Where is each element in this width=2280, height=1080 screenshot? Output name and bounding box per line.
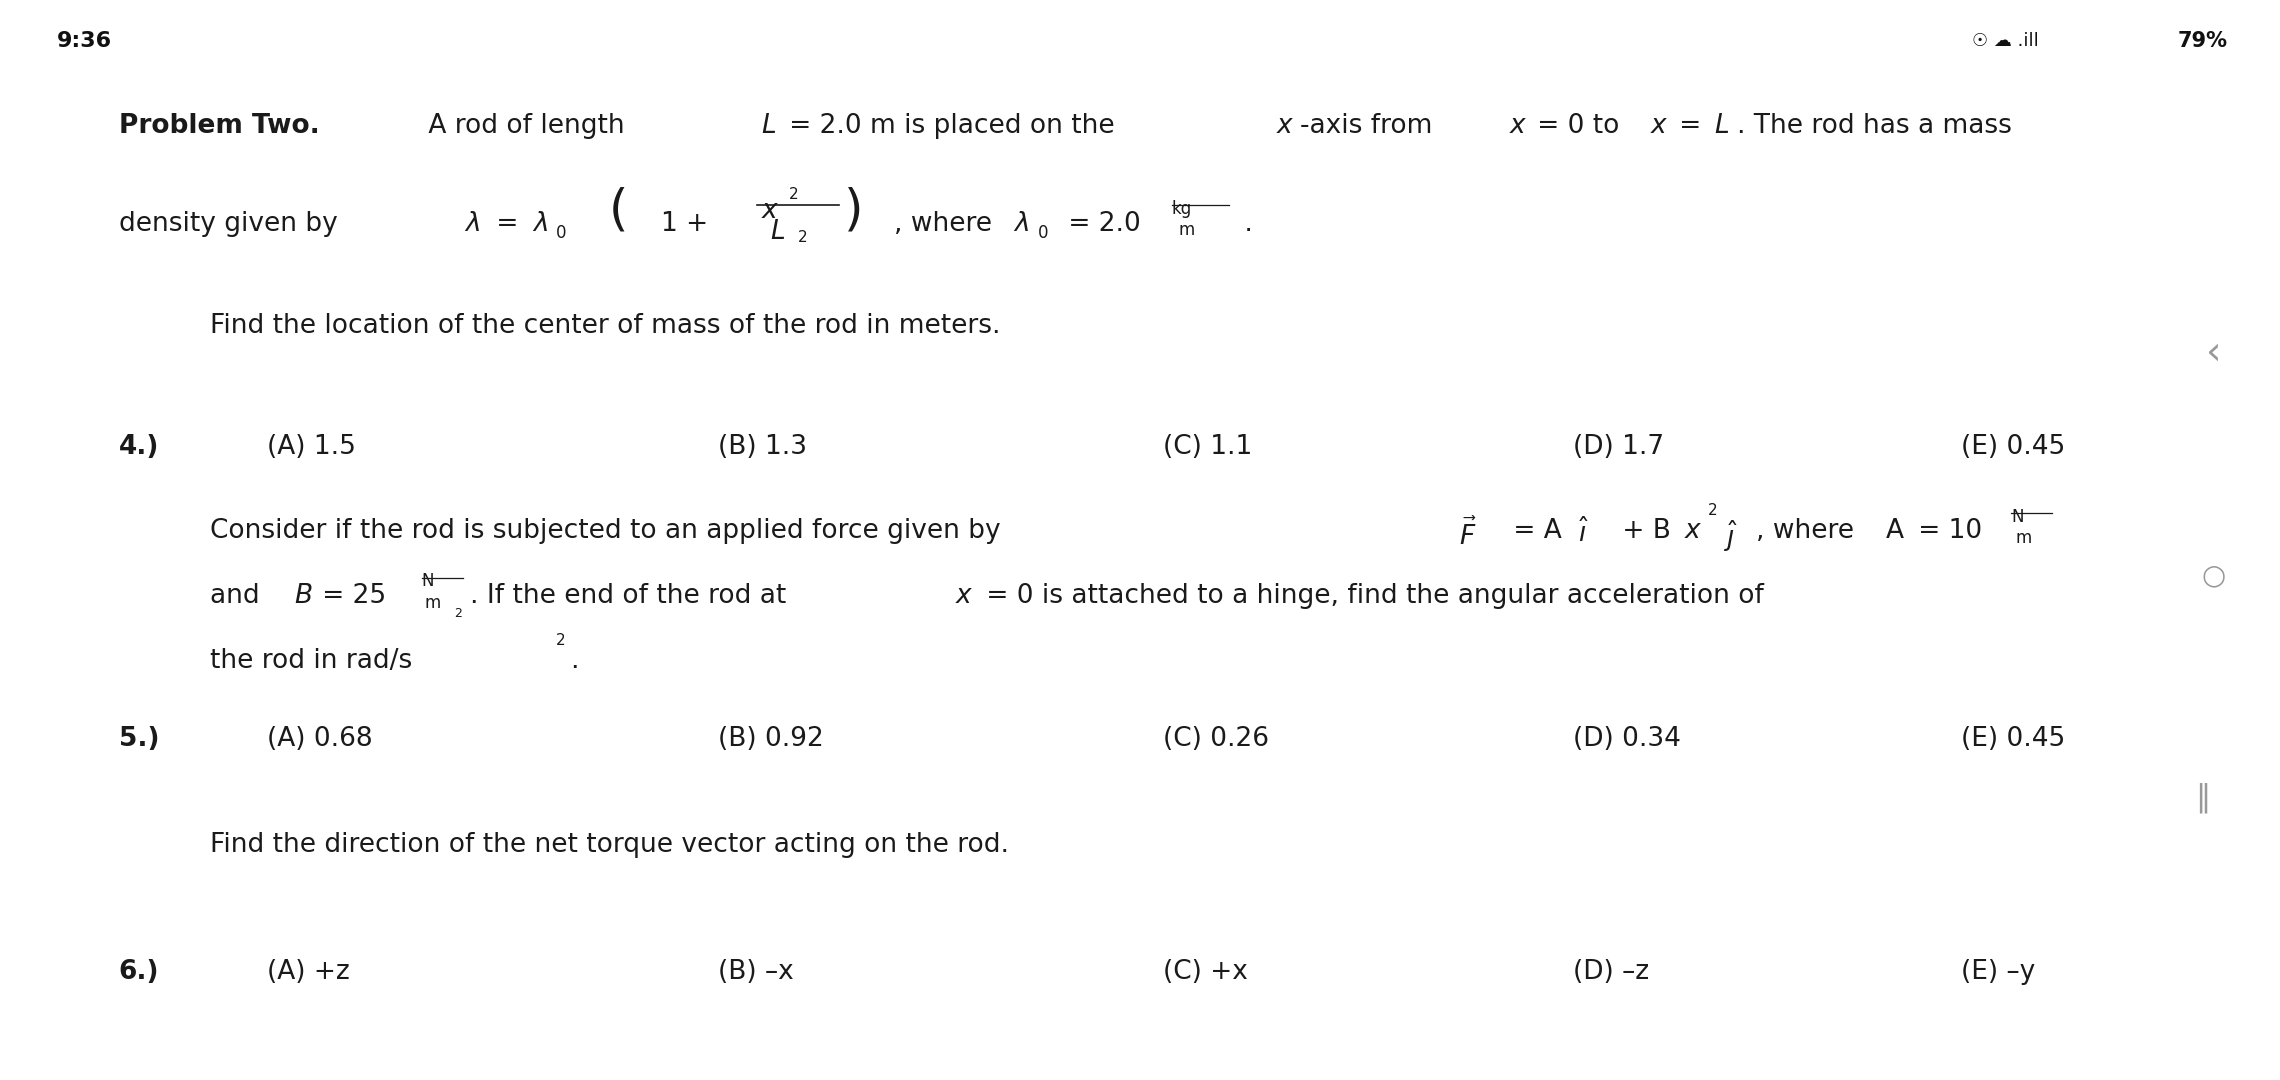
Text: 2: 2	[454, 607, 461, 620]
Text: (D) 1.7: (D) 1.7	[1573, 434, 1664, 460]
Text: 2: 2	[1708, 503, 1717, 518]
Text: B: B	[294, 583, 312, 609]
Text: N: N	[422, 572, 433, 591]
Text: ‖: ‖	[2196, 782, 2212, 812]
Text: (B) –x: (B) –x	[718, 959, 793, 985]
Text: and: and	[210, 583, 267, 609]
Text: (E) 0.45: (E) 0.45	[1961, 726, 2066, 752]
Text: $\hat{\jmath}$: $\hat{\jmath}$	[1724, 518, 1737, 554]
Text: (D) 0.34: (D) 0.34	[1573, 726, 1680, 752]
Text: m: m	[424, 594, 440, 612]
Text: x: x	[1651, 113, 1667, 139]
Text: ): )	[844, 187, 864, 234]
Text: m: m	[2016, 529, 2031, 548]
Text: ☉ ☁ .ill: ☉ ☁ .ill	[1972, 31, 2038, 50]
Text: = 10: = 10	[1913, 518, 1981, 544]
Text: 1 +: 1 +	[661, 211, 716, 237]
Text: Consider if the rod is subjected to an applied force given by: Consider if the rod is subjected to an a…	[210, 518, 1008, 544]
Text: λ: λ	[534, 211, 549, 237]
Text: (C) 0.26: (C) 0.26	[1163, 726, 1268, 752]
Text: N: N	[2011, 508, 2022, 526]
Text: density given by: density given by	[119, 211, 347, 237]
Text: = A: = A	[1505, 518, 1562, 544]
Text: 2: 2	[789, 187, 798, 202]
Text: , where: , where	[894, 211, 1001, 237]
Text: 0: 0	[1037, 224, 1049, 242]
Text: 6.): 6.)	[119, 959, 160, 985]
Text: . The rod has a mass: . The rod has a mass	[1737, 113, 2013, 139]
Text: 0: 0	[556, 224, 568, 242]
Text: $\vec{F}$: $\vec{F}$	[1459, 518, 1477, 551]
Text: L: L	[762, 113, 775, 139]
Text: = 25: = 25	[317, 583, 385, 609]
Text: 2: 2	[798, 230, 807, 245]
Text: A rod of length: A rod of length	[420, 113, 632, 139]
Text: (C) 1.1: (C) 1.1	[1163, 434, 1252, 460]
Text: 79%: 79%	[2177, 30, 2228, 51]
Text: + B: + B	[1614, 518, 1671, 544]
Text: (C) +x: (C) +x	[1163, 959, 1247, 985]
Text: λ: λ	[1015, 211, 1031, 237]
Text: 4.): 4.)	[119, 434, 160, 460]
Text: λ: λ	[465, 211, 481, 237]
Text: A: A	[1886, 518, 1904, 544]
Text: (: (	[609, 187, 627, 234]
Text: (A) 1.5: (A) 1.5	[267, 434, 356, 460]
Text: x: x	[1277, 113, 1293, 139]
Text: x: x	[1509, 113, 1525, 139]
Text: L: L	[1715, 113, 1728, 139]
Text: -axis from: -axis from	[1300, 113, 1441, 139]
Text: = 2.0: = 2.0	[1060, 211, 1140, 237]
Text: .: .	[1236, 211, 1252, 237]
Text: =: =	[488, 211, 527, 237]
Text: 5.): 5.)	[119, 726, 160, 752]
Text: $\hat{\imath}$: $\hat{\imath}$	[1578, 518, 1589, 548]
Text: Problem Two.: Problem Two.	[119, 113, 319, 139]
Text: .: .	[570, 648, 579, 674]
Text: , where: , where	[1756, 518, 1863, 544]
Text: ‹: ‹	[2205, 334, 2221, 372]
Text: 2: 2	[556, 633, 565, 648]
Text: ○: ○	[2200, 562, 2225, 589]
Text: Find the location of the center of mass of the rod in meters.: Find the location of the center of mass …	[210, 313, 1001, 339]
Text: Find the direction of the net torque vector acting on the rod.: Find the direction of the net torque vec…	[210, 832, 1008, 858]
Text: the rod in rad/s: the rod in rad/s	[210, 648, 413, 674]
Text: kg: kg	[1172, 200, 1192, 218]
Text: m: m	[1179, 221, 1195, 240]
Text: (D) –z: (D) –z	[1573, 959, 1648, 985]
Text: (E) –y: (E) –y	[1961, 959, 2036, 985]
Text: = 0 to: = 0 to	[1532, 113, 1628, 139]
Text: 9:36: 9:36	[57, 30, 112, 51]
Text: (A) +z: (A) +z	[267, 959, 349, 985]
Text: = 0 is attached to a hinge, find the angular acceleration of: = 0 is attached to a hinge, find the ang…	[978, 583, 1765, 609]
Text: (A) 0.68: (A) 0.68	[267, 726, 372, 752]
Text: = 2.0 m is placed on the: = 2.0 m is placed on the	[784, 113, 1124, 139]
Text: L: L	[771, 219, 784, 245]
Text: x: x	[1685, 518, 1701, 544]
Text: x: x	[762, 198, 777, 224]
Text: x: x	[955, 583, 971, 609]
Text: . If the end of the rod at: . If the end of the rod at	[470, 583, 793, 609]
Text: (B) 1.3: (B) 1.3	[718, 434, 807, 460]
Text: =: =	[1674, 113, 1710, 139]
Text: (E) 0.45: (E) 0.45	[1961, 434, 2066, 460]
Text: (B) 0.92: (B) 0.92	[718, 726, 823, 752]
